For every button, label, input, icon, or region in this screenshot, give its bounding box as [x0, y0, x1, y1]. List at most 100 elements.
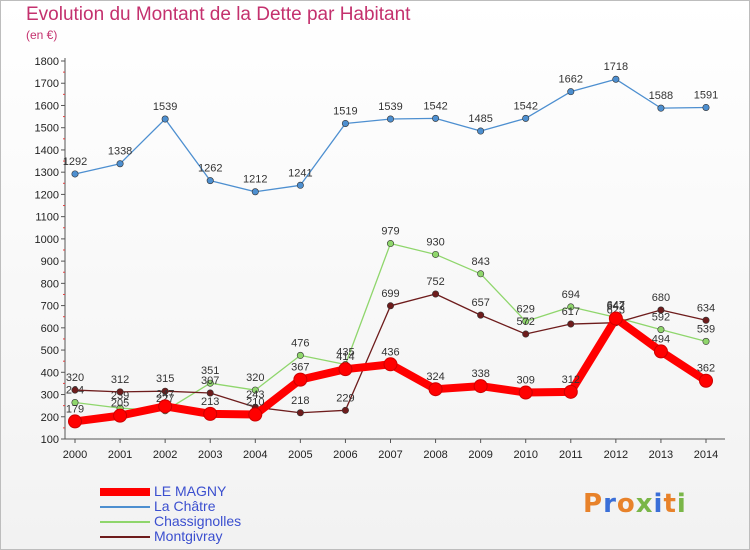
data-label: 324 [426, 371, 444, 383]
x-tick-label: 2005 [288, 449, 312, 461]
data-label: 1338 [108, 146, 132, 158]
data-point [702, 316, 710, 324]
data-label: 572 [517, 316, 535, 328]
data-label: 338 [471, 368, 489, 380]
y-tick-label: 1400 [35, 145, 59, 157]
legend-swatch [100, 536, 150, 538]
data-point [477, 270, 485, 278]
data-point [341, 406, 349, 414]
data-point [296, 181, 304, 189]
data-point [116, 160, 124, 168]
data-label: 979 [381, 226, 399, 238]
y-tick-label: 100 [41, 434, 59, 446]
data-point [657, 326, 665, 334]
data-point [473, 379, 488, 394]
data-point [248, 407, 263, 422]
data-point [657, 104, 665, 112]
x-tick-label: 2007 [378, 449, 402, 461]
data-label: 642 [607, 300, 625, 312]
data-label: 315 [156, 373, 174, 385]
data-label: 243 [246, 389, 264, 401]
logo-letter: P [583, 489, 604, 519]
data-label: 1519 [333, 105, 357, 117]
data-point [161, 115, 169, 123]
data-point [341, 119, 349, 127]
x-tick-label: 2009 [468, 449, 492, 461]
data-point [432, 114, 440, 122]
data-point [477, 311, 485, 319]
chart-title: Evolution du Montant de la Dette par Hab… [26, 4, 411, 25]
data-label: 752 [426, 276, 444, 288]
data-point [386, 115, 394, 123]
logo-letter: i [676, 489, 687, 519]
data-label: 843 [471, 256, 489, 268]
data-label: 1262 [198, 163, 222, 175]
data-label: 229 [336, 392, 354, 404]
data-label: 1591 [694, 89, 718, 101]
data-label: 435 [336, 347, 354, 359]
data-label: 1539 [378, 101, 402, 113]
data-point [386, 302, 394, 310]
data-point [71, 399, 79, 407]
x-tick-label: 2008 [423, 449, 447, 461]
data-label: 210 [246, 397, 264, 409]
data-label: 436 [381, 346, 399, 358]
data-point [206, 389, 214, 397]
data-point [68, 414, 82, 429]
data-point [383, 357, 398, 372]
data-label: 930 [426, 236, 444, 248]
data-point [158, 399, 173, 414]
data-label: 1662 [559, 74, 583, 86]
data-point [251, 386, 259, 394]
data-point [338, 362, 353, 377]
y-tick-label: 400 [41, 367, 59, 379]
y-tick-label: 900 [41, 256, 59, 268]
legend-label: LE MAGNY [154, 483, 227, 499]
data-point [296, 409, 304, 417]
data-label: 239 [111, 390, 129, 402]
data-point [71, 386, 79, 394]
data-point [296, 351, 304, 359]
x-tick-label: 2004 [243, 449, 267, 461]
data-label: 213 [201, 396, 219, 408]
data-label: 309 [517, 375, 535, 387]
data-label: 1485 [468, 113, 492, 125]
data-label: 1539 [153, 101, 177, 113]
y-tick-label: 600 [41, 323, 59, 335]
data-point [518, 385, 533, 400]
data-label: 218 [291, 395, 309, 407]
data-label: 367 [291, 362, 309, 374]
data-label: 1241 [288, 167, 312, 179]
y-tick-label: 300 [41, 390, 59, 402]
data-label: 494 [652, 333, 670, 345]
y-tick-label: 200 [41, 412, 59, 424]
y-tick-label: 1500 [35, 123, 59, 135]
data-point [657, 306, 665, 314]
data-label: 629 [517, 303, 535, 315]
data-point [567, 88, 575, 96]
data-label: 657 [471, 297, 489, 309]
data-point [563, 384, 578, 399]
data-point [567, 303, 575, 311]
logo-letter: i [653, 489, 664, 519]
y-tick-label: 1100 [35, 212, 59, 224]
data-label: 307 [201, 375, 219, 387]
data-point [702, 337, 710, 345]
data-point [567, 320, 575, 328]
data-label: 312 [562, 374, 580, 386]
data-point [251, 188, 259, 196]
data-label: 320 [66, 372, 84, 384]
y-tick-label: 1600 [35, 100, 59, 112]
data-label: 476 [291, 337, 309, 349]
data-label: 694 [562, 289, 580, 301]
data-label: 179 [66, 403, 84, 415]
data-label: 680 [652, 292, 670, 304]
data-point [386, 240, 394, 248]
data-point [477, 127, 485, 135]
data-label: 634 [697, 302, 715, 314]
legend-label: Montgivray [154, 528, 223, 544]
data-label: 1212 [243, 174, 267, 186]
data-point [522, 330, 530, 338]
x-tick-label: 2012 [604, 449, 628, 461]
